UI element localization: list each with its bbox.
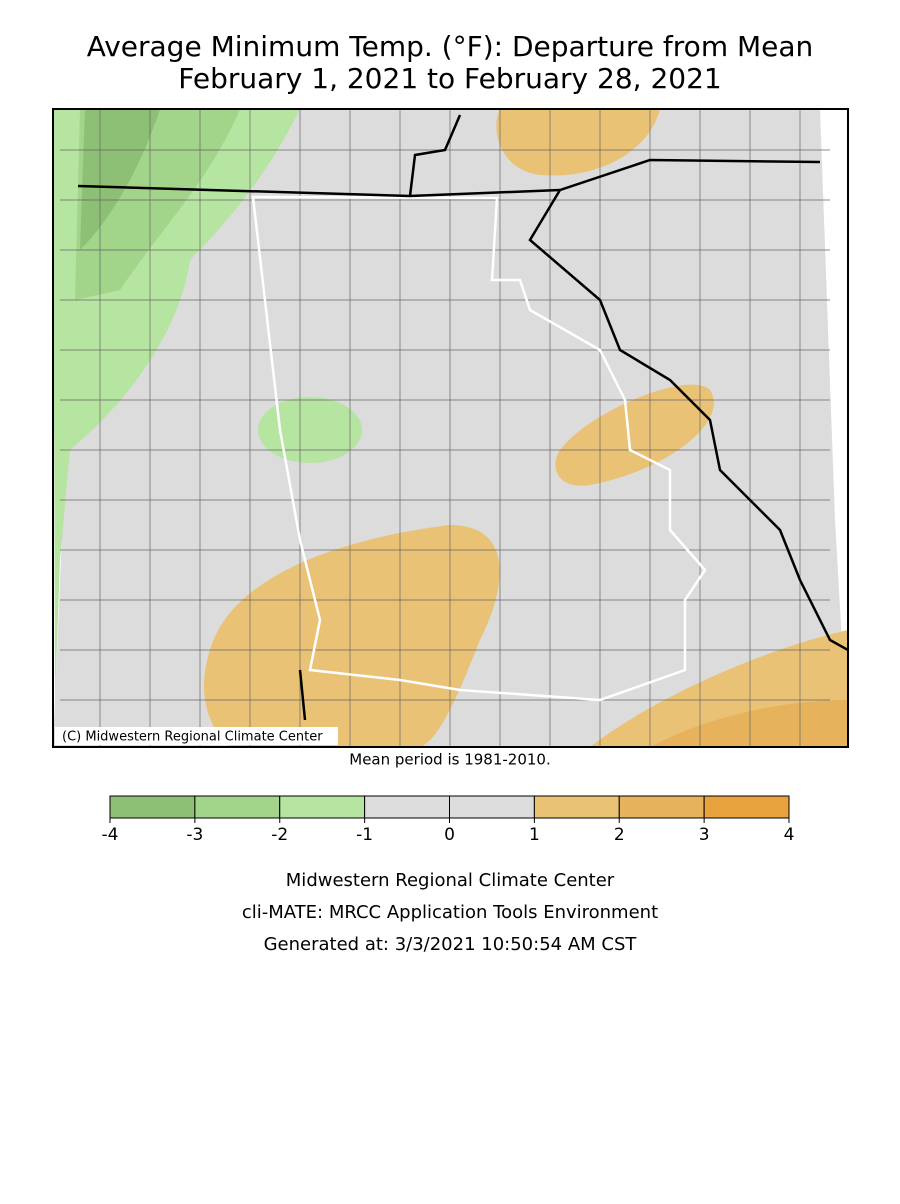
- note: Mean period is 1981-2010.: [349, 751, 550, 769]
- legend-swatch: [364, 795, 450, 819]
- rivers: [77, 114, 848, 721]
- legend-tick-label: -4: [102, 825, 119, 845]
- legend-tick-label: 1: [529, 825, 540, 845]
- subtitle: February 1, 2021 to February 28, 2021: [178, 62, 721, 95]
- legend-swatch: [703, 795, 790, 819]
- warm-area: [496, 109, 660, 176]
- title: Average Minimum Temp. (°F): Departure fr…: [87, 30, 814, 63]
- legend-tick-label: 0: [444, 825, 455, 845]
- legend: -4 -3 -2 -1 0 1 2 3 4: [102, 795, 795, 845]
- footer-line: Midwestern Regional Climate Center: [286, 870, 615, 891]
- legend-tick-label: 3: [699, 825, 710, 845]
- legend-tick-label: -1: [356, 825, 373, 845]
- credit: (C) Midwestern Regional Climate Center: [62, 730, 323, 745]
- legend-swatch: [194, 795, 281, 819]
- footer-line: cli-MATE: MRCC Application Tools Environ…: [242, 902, 658, 923]
- map-frame: [52, 108, 849, 748]
- credit-box: [55, 727, 338, 745]
- legend-swatch: [109, 795, 196, 819]
- land: [53, 109, 848, 747]
- warm-area: [650, 700, 848, 747]
- legend-tick-label: -3: [186, 825, 203, 845]
- legend-swatch: [618, 795, 705, 819]
- legend-swatch: [533, 795, 620, 819]
- state-borders: [251, 195, 707, 702]
- warm-area: [555, 384, 714, 486]
- footer-line: Generated at: 3/3/2021 10:50:54 AM CST: [264, 934, 638, 955]
- legend-swatch: [279, 795, 366, 819]
- legend-swatch: [449, 795, 535, 819]
- legend-tick-label: 2: [614, 825, 625, 845]
- warm-area: [204, 525, 500, 747]
- cold-area: [258, 397, 362, 463]
- map: (C) Midwestern Regional Climate Center: [52, 108, 849, 748]
- legend-tick-label: 4: [784, 825, 795, 845]
- legend-tick-label: -2: [271, 825, 288, 845]
